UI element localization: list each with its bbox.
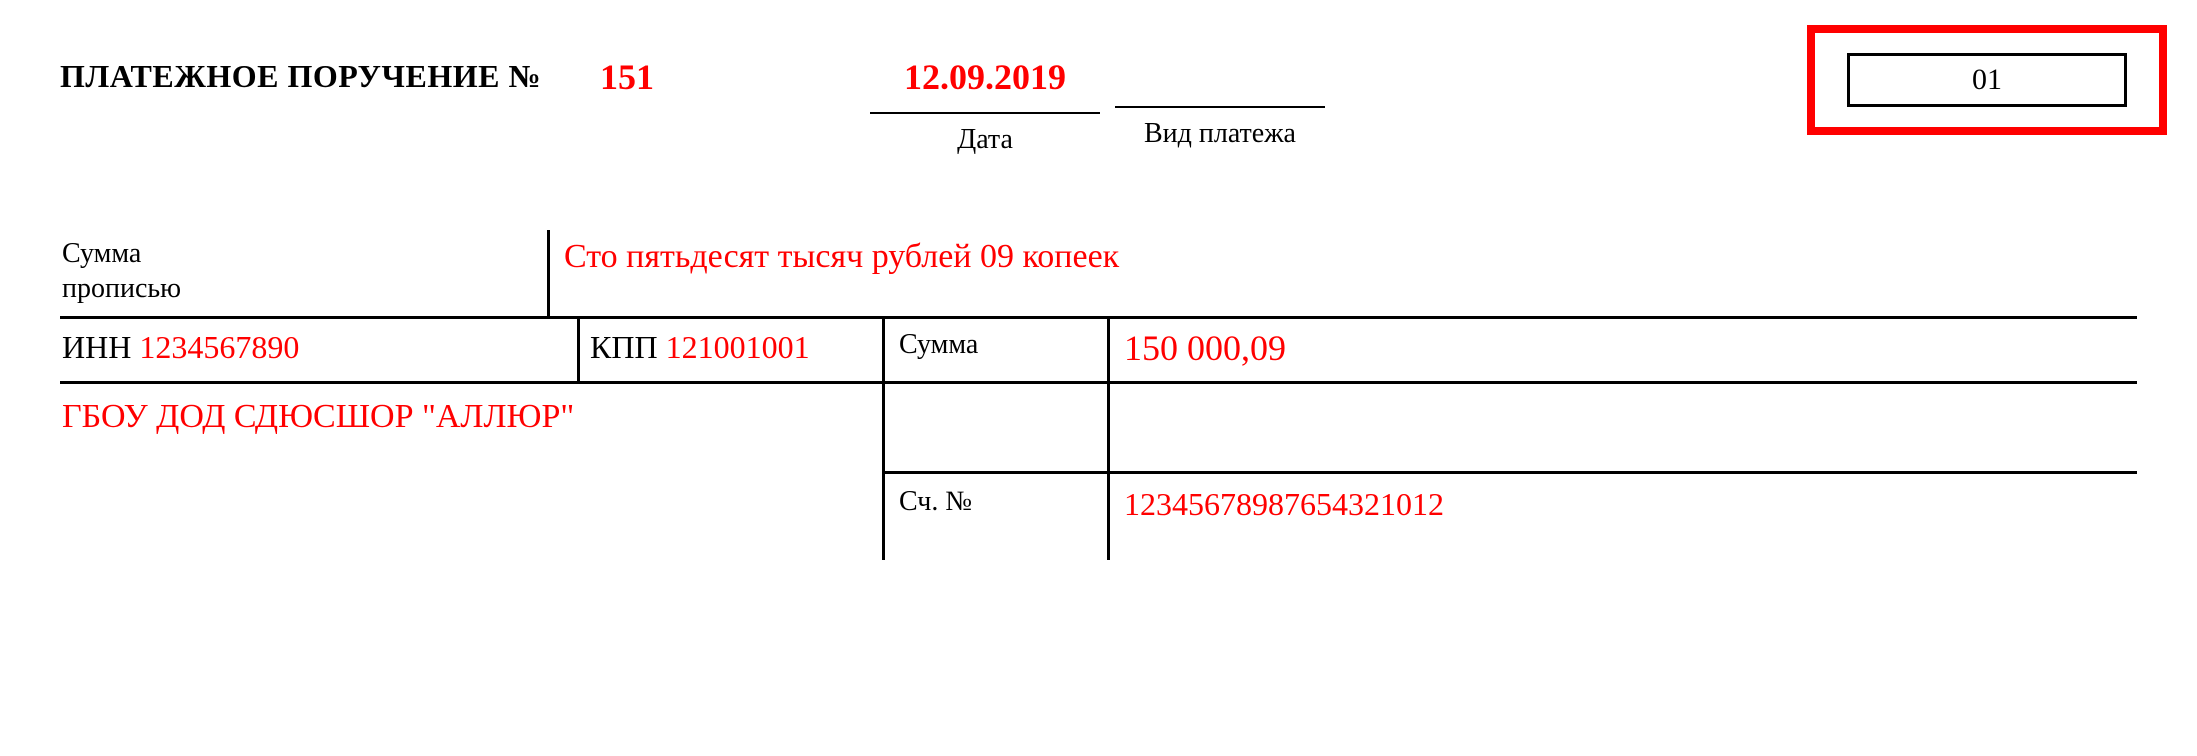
- inn-kpp-sum-row: ИНН 1234567890 КПП 121001001 Сумма 150 0…: [60, 319, 2137, 384]
- amount-in-words-value: Сто пятьдесят тысяч рублей 09 копеек: [550, 230, 2137, 316]
- date-label: Дата: [870, 124, 1100, 156]
- account-number-value: 12345678987654321012: [1110, 474, 2137, 561]
- kpp-value: 121001001: [666, 329, 810, 365]
- payment-type-label: Вид платежа: [1115, 118, 1325, 150]
- kpp-label: КПП: [590, 329, 658, 365]
- kpp-cell: КПП 121001001: [580, 319, 885, 384]
- inn-value: 1234567890: [139, 329, 299, 365]
- amount-numeric-label: Сумма: [885, 319, 1110, 381]
- payment-body: Сумма прописью Сто пятьдесят тысяч рубле…: [60, 230, 2137, 560]
- status-highlight: 01: [1807, 25, 2167, 135]
- status-code-box: 01: [1847, 53, 2127, 107]
- payment-type-value: [1115, 56, 1325, 100]
- payment-type-underline: [1115, 106, 1325, 108]
- amount-in-words-label: Сумма прописью: [60, 230, 550, 316]
- date-underline: [870, 112, 1100, 114]
- amount-numeric-value: 150 000,09: [1110, 319, 2137, 381]
- account-number-label: Сч. №: [885, 474, 1110, 561]
- doc-title: ПЛАТЕЖНОЕ ПОРУЧЕНИЕ №: [60, 30, 541, 95]
- amount-spacer-right: [1110, 384, 2137, 471]
- payer-row: ГБОУ ДОД СДЮСШОР "АЛЛЮР" Сч. № 123456789…: [60, 384, 2137, 560]
- payer-name: ГБОУ ДОД СДЮСШОР "АЛЛЮР": [60, 384, 885, 560]
- inn-cell: ИНН 1234567890: [60, 319, 580, 384]
- amount-in-words-row: Сумма прописью Сто пятьдесят тысяч рубле…: [60, 230, 2137, 319]
- inn-label: ИНН: [62, 329, 131, 365]
- document-header: ПЛАТЕЖНОЕ ПОРУЧЕНИЕ № 151 12.09.2019 Дат…: [60, 30, 2137, 170]
- date-value: 12.09.2019: [870, 56, 1100, 106]
- payment-type-block: Вид платежа: [1115, 56, 1325, 150]
- doc-number-value: 151: [600, 56, 654, 98]
- status-code-value: 01: [1972, 63, 2002, 97]
- date-block: 12.09.2019 Дата: [870, 56, 1100, 156]
- amount-spacer-left: [885, 384, 1110, 471]
- amount-in-words-label-line2: прописью: [62, 273, 181, 304]
- amount-in-words-label-line1: Сумма: [62, 238, 141, 269]
